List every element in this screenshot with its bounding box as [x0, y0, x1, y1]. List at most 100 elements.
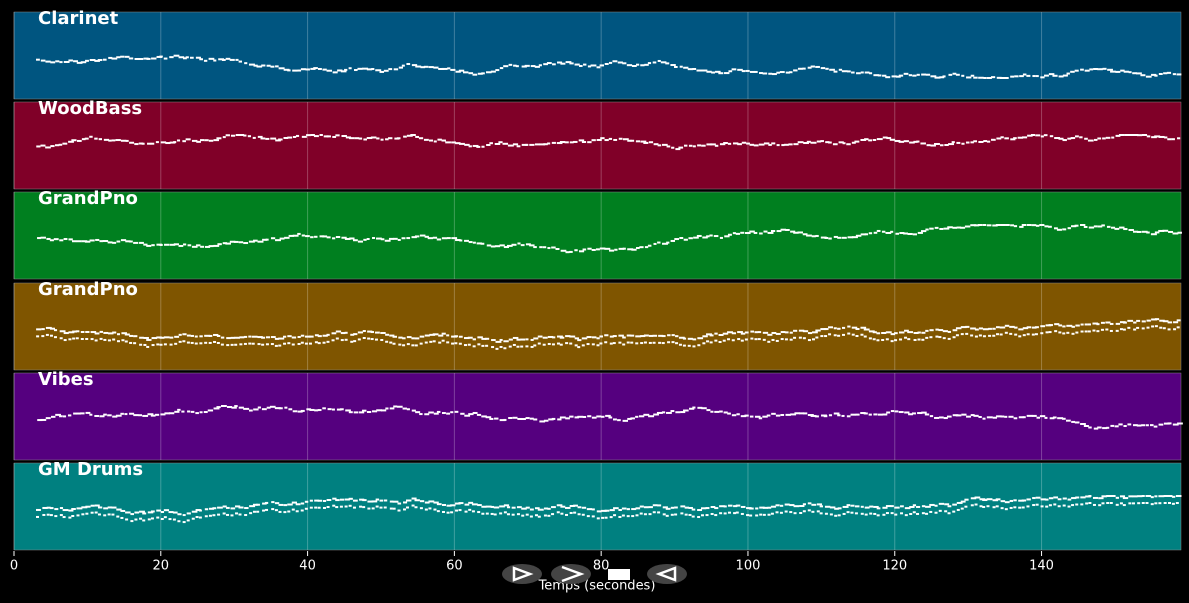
note	[81, 138, 86, 141]
note	[559, 343, 563, 346]
note	[352, 506, 356, 509]
note	[947, 512, 951, 515]
note	[455, 239, 461, 242]
note	[358, 137, 363, 140]
note	[1022, 327, 1029, 330]
note	[876, 138, 883, 141]
note	[212, 514, 216, 517]
note	[684, 506, 689, 509]
note	[565, 251, 570, 254]
note	[631, 248, 637, 251]
note	[234, 343, 238, 346]
note	[81, 240, 88, 243]
note	[63, 60, 70, 63]
note	[802, 67, 806, 70]
note	[678, 336, 685, 339]
note	[423, 65, 429, 68]
note	[485, 416, 492, 419]
note	[613, 514, 617, 517]
note	[657, 59, 661, 62]
note	[464, 143, 470, 146]
note	[978, 334, 982, 337]
note	[1031, 326, 1037, 329]
note	[885, 76, 891, 79]
note	[1163, 72, 1168, 75]
back-button[interactable]	[647, 564, 687, 584]
note	[657, 241, 661, 244]
stop-button[interactable]	[608, 569, 630, 580]
note	[881, 332, 887, 335]
note	[322, 341, 326, 344]
note	[133, 335, 138, 338]
note	[1150, 496, 1154, 499]
note	[894, 506, 900, 509]
note	[851, 236, 858, 239]
note	[97, 506, 103, 509]
note	[326, 236, 331, 239]
note	[978, 327, 983, 330]
note	[1009, 325, 1015, 328]
note	[493, 506, 500, 509]
note	[986, 505, 990, 508]
note	[388, 137, 393, 140]
note	[129, 334, 134, 337]
note	[506, 506, 511, 509]
note	[340, 70, 347, 73]
note	[216, 341, 220, 344]
note	[481, 72, 485, 75]
note	[380, 332, 386, 335]
note	[362, 337, 366, 340]
note	[37, 237, 41, 240]
note	[486, 144, 491, 147]
rewind-button[interactable]	[502, 564, 542, 584]
note	[1045, 331, 1049, 334]
note	[1173, 321, 1179, 324]
note	[744, 331, 749, 334]
note	[590, 64, 597, 67]
note	[735, 511, 739, 514]
note	[243, 342, 247, 345]
note	[354, 137, 360, 140]
note	[300, 68, 306, 71]
note	[1115, 503, 1119, 506]
note	[226, 513, 230, 516]
note	[265, 501, 269, 504]
note	[295, 503, 301, 506]
note	[560, 512, 564, 515]
note	[424, 334, 430, 337]
note	[710, 410, 714, 413]
note	[718, 334, 724, 337]
note	[468, 72, 474, 75]
note	[503, 347, 507, 350]
note	[1004, 508, 1008, 511]
note	[248, 240, 255, 243]
note	[97, 513, 101, 516]
note	[309, 506, 313, 509]
note	[446, 504, 452, 507]
note	[1176, 73, 1182, 76]
note	[218, 58, 225, 61]
note	[579, 64, 583, 67]
note	[75, 330, 80, 333]
note	[1032, 75, 1036, 78]
note	[1167, 138, 1172, 141]
note	[635, 514, 639, 517]
note	[372, 236, 376, 239]
note	[1066, 331, 1070, 334]
note	[1093, 427, 1099, 430]
note	[375, 505, 379, 508]
note	[283, 504, 288, 507]
note	[591, 508, 595, 511]
note	[220, 336, 225, 339]
note	[1052, 74, 1058, 77]
note	[604, 341, 608, 344]
note	[292, 135, 297, 138]
note	[1083, 425, 1089, 428]
note	[876, 514, 880, 517]
note	[1176, 326, 1180, 329]
note	[499, 345, 503, 348]
note	[546, 62, 552, 65]
note	[494, 142, 501, 145]
play-button[interactable]	[551, 564, 591, 584]
note	[1101, 502, 1105, 505]
